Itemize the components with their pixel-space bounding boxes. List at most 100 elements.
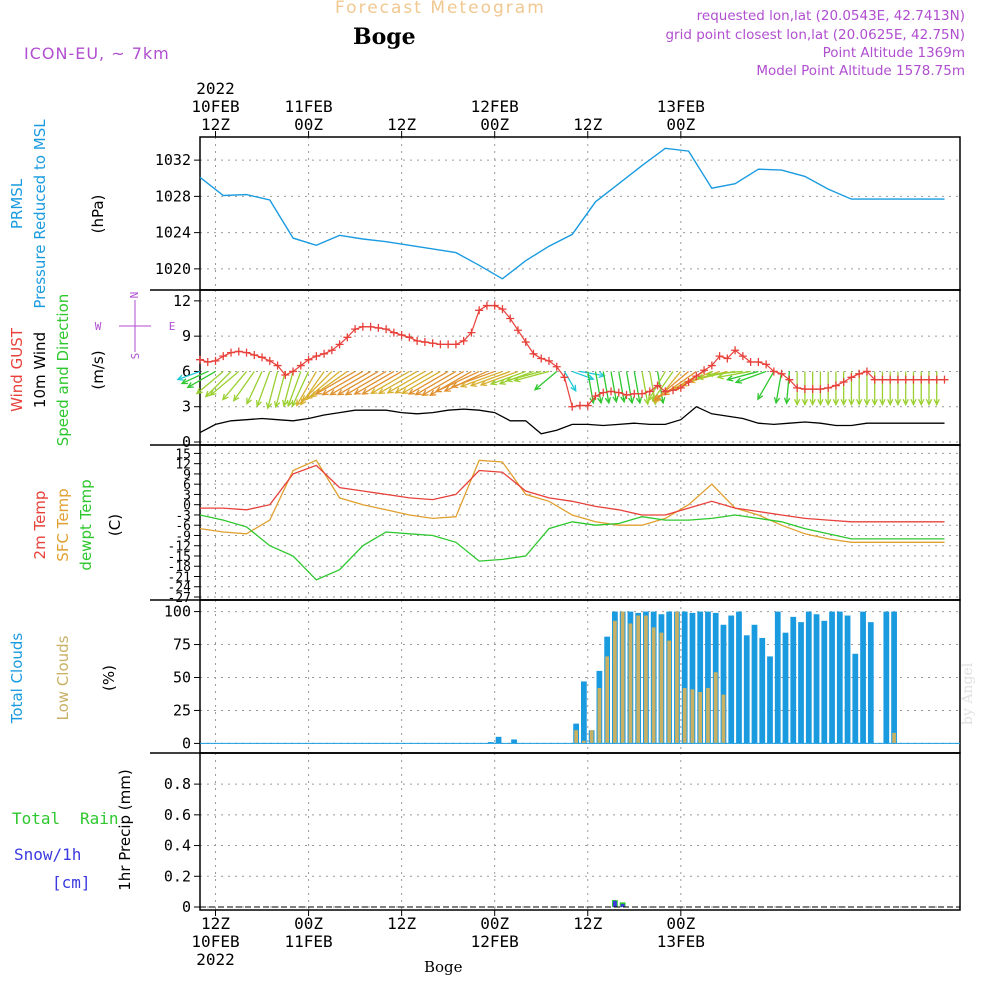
gust-marker <box>684 378 693 387</box>
gust-marker <box>622 390 631 399</box>
wind-arrow <box>625 371 633 404</box>
wind-arrow <box>205 370 232 398</box>
low-cloud-bar <box>675 611 679 744</box>
gust-marker <box>451 340 460 349</box>
low-cloud-bar <box>582 740 586 744</box>
wind-arrow-head <box>394 387 402 394</box>
wind-arrow <box>506 370 542 382</box>
wind-arrow <box>422 370 464 396</box>
temperature-ytick-label: 12 <box>175 458 191 473</box>
gust-marker <box>405 333 414 342</box>
gust-marker <box>599 388 608 397</box>
gust-marker <box>358 322 367 331</box>
wind-arrow-head <box>716 373 724 380</box>
gust-marker <box>769 367 778 376</box>
gust-marker <box>211 356 220 365</box>
temp-2m-label: 2m Temp <box>31 491 49 560</box>
low-cloud-bar <box>659 632 664 744</box>
wind-arrow <box>460 370 503 388</box>
temperature-ytick-label: -9 <box>175 529 191 544</box>
precip-axis-label: 1hr Precip (mm) <box>116 769 134 890</box>
wind-arrow-head <box>246 397 253 406</box>
gust-marker <box>436 340 445 349</box>
wind-arrow-head <box>265 402 273 410</box>
wind-arrow <box>470 370 511 387</box>
wind-arrow-head <box>871 398 878 407</box>
wind-arrow <box>514 370 550 382</box>
gust-marker <box>513 326 522 335</box>
gust-marker <box>576 401 584 410</box>
wind-arrow-head <box>783 397 791 405</box>
chart-title: Forecast Meteogram <box>335 0 546 18</box>
total-cloud-bar <box>774 611 781 744</box>
wind-arrow <box>222 371 248 401</box>
gust-marker <box>544 356 553 365</box>
wind-arrow <box>480 370 519 386</box>
wind-arrow-head <box>489 379 498 386</box>
total-cloud-bar <box>495 736 502 744</box>
wind-arrow <box>378 370 418 395</box>
wind-arrow <box>291 371 310 407</box>
gust-marker <box>824 383 833 392</box>
wind-arrow-head <box>434 386 443 393</box>
compass-s: S <box>129 353 142 360</box>
gust-marker <box>808 385 817 394</box>
wind-arrow-head <box>824 398 832 407</box>
precip-ytick-label: 0.4 <box>164 837 191 855</box>
temperature-ytick-label: 0 <box>183 499 191 514</box>
wind-arrow-head <box>300 398 307 406</box>
wind-arrow-head <box>635 397 643 405</box>
pressure-label-short: PRMSL <box>8 178 26 229</box>
wind-arrow <box>210 370 240 396</box>
bottom-time-label: 00Z <box>666 914 695 933</box>
wind-arrow <box>196 370 224 395</box>
total-cloud-bar <box>891 611 897 744</box>
wind-arrow <box>330 370 371 396</box>
gust-marker <box>428 339 437 348</box>
footer-location: Boge <box>424 958 463 976</box>
low-cloud-bar <box>628 623 633 744</box>
wind-arrow <box>275 371 286 408</box>
wind-arrow-head <box>773 397 781 405</box>
wind-arrow-head <box>793 398 801 407</box>
top-time-label: 12Z <box>201 115 230 134</box>
gust-marker <box>731 346 740 355</box>
wind-arrow-head <box>310 391 318 398</box>
bottom-time-label: 10FEB <box>191 932 239 951</box>
precip-ytick-label: 0.6 <box>164 806 191 824</box>
low-cloud-bar <box>574 730 578 744</box>
total-cloud-bar <box>798 622 804 744</box>
low-cloud-bar <box>620 611 625 744</box>
bottom-time-label: 12Z <box>387 914 416 933</box>
wind-arrow <box>296 371 317 406</box>
wind-arrow <box>534 370 558 391</box>
wind-arrow <box>362 370 402 395</box>
gust-marker <box>467 328 476 337</box>
low-cloud-bar <box>636 615 641 744</box>
wind-arrow-head <box>863 398 871 407</box>
gust-marker <box>250 350 259 359</box>
wind-arrow-head <box>832 398 840 407</box>
total-cloud-bar <box>689 612 696 744</box>
gust-marker <box>482 301 491 310</box>
wind-arrow-head <box>204 390 212 398</box>
wind-arrow <box>256 371 271 407</box>
wind-arrow <box>181 370 209 385</box>
top-time-label: 11FEB <box>284 97 332 116</box>
low-cloud-bar <box>667 640 672 744</box>
low-cloud-bar <box>713 672 718 744</box>
wind-arrow <box>345 370 387 396</box>
total-cloud-bar <box>867 622 874 744</box>
gust-marker <box>777 369 786 378</box>
wind-arrow <box>775 371 783 404</box>
total-cloud-bar <box>720 624 727 744</box>
wind-arrow-head <box>887 398 894 407</box>
low-cloud-bar <box>892 732 896 744</box>
wind-arrow <box>401 370 441 395</box>
wind-arrow <box>301 370 333 402</box>
total-cloud-bar <box>751 624 758 744</box>
wind-arrow-head <box>533 383 541 391</box>
clouds-ytick-label: 75 <box>173 636 191 654</box>
gust-marker <box>638 389 647 398</box>
